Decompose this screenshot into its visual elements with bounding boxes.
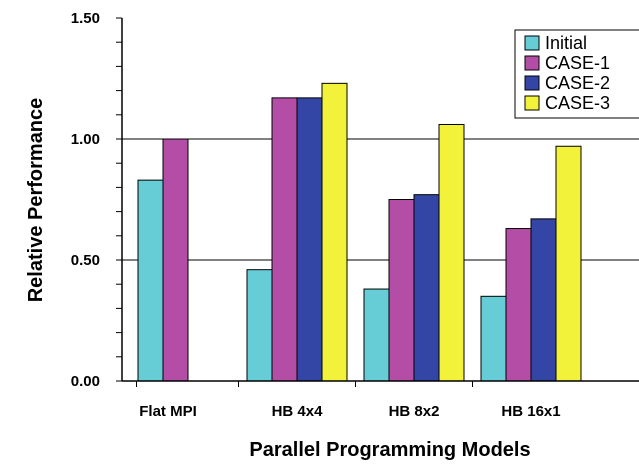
legend-label: CASE-3 (545, 93, 610, 113)
bars-layer (137, 82, 582, 382)
x-axis-title: Parallel Programming Models (249, 439, 530, 461)
bar (413, 194, 440, 382)
x-tick-labels: Flat MPI HB 4x4 HB 8x2 HB 16x1 (139, 403, 560, 420)
legend-label: CASE-1 (545, 53, 610, 73)
y-tick-label: 0.50 (71, 252, 100, 269)
legend-label: CASE-2 (545, 73, 610, 93)
legend-swatch (524, 55, 540, 71)
bar (480, 295, 507, 382)
y-tick-label: 0.00 (71, 373, 100, 390)
bar (363, 288, 390, 382)
y-tick-label: 1.00 (71, 131, 100, 148)
bar (321, 82, 348, 382)
y-tick-label: 1.50 (71, 10, 100, 27)
axis-layer (116, 17, 639, 387)
bar (246, 269, 273, 382)
bar (271, 97, 298, 382)
bar (137, 179, 164, 382)
legend-swatch (524, 35, 540, 51)
bar (555, 145, 582, 382)
x-tick-label: HB 16x1 (501, 403, 560, 420)
x-tick-label: Flat MPI (139, 403, 197, 420)
bar (388, 199, 415, 382)
y-tick-labels: 0.00 0.50 1.00 1.50 (71, 10, 100, 390)
x-tick-label: HB 8x2 (389, 403, 440, 420)
bar (162, 138, 189, 382)
y-axis-title: Relative Performance (25, 98, 47, 303)
x-tick-label: HB 4x4 (272, 403, 324, 420)
bar (530, 218, 557, 382)
legend-swatch (524, 75, 540, 91)
legend-swatch (524, 95, 540, 111)
bar (296, 97, 323, 382)
bar (505, 228, 532, 382)
legend-label: Initial (545, 33, 587, 53)
bar (438, 123, 465, 382)
